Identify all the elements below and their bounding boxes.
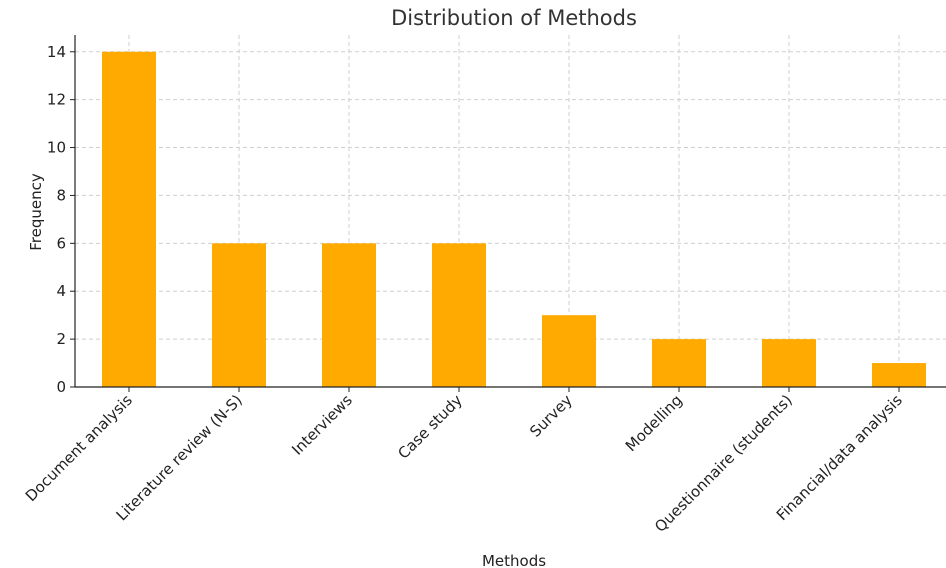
y-tick-label: 12 xyxy=(47,91,66,109)
bar-8 xyxy=(872,363,926,387)
x-axis-label: Methods xyxy=(482,552,546,568)
bar-2 xyxy=(212,243,266,387)
y-tick-label: 10 xyxy=(47,139,66,157)
x-tick-label: Financial/data analysis xyxy=(773,391,906,524)
chart-title: Distribution of Methods xyxy=(391,6,637,30)
y-tick-label: 4 xyxy=(56,282,66,300)
x-tick-label: Literature review (N-S) xyxy=(113,391,246,524)
y-tick-label: 2 xyxy=(56,330,66,348)
x-tick-label: Survey xyxy=(526,391,576,441)
x-tick-label: Document analysis xyxy=(22,391,136,505)
bars-layer xyxy=(102,51,926,388)
y-tick-label: 14 xyxy=(47,43,66,61)
x-tick-label: Modelling xyxy=(622,391,686,455)
bar-4 xyxy=(432,243,486,387)
y-tick-label: 8 xyxy=(56,186,66,204)
bar-3 xyxy=(322,243,376,387)
bar-7 xyxy=(762,339,816,387)
y-tick-label: 0 xyxy=(56,378,66,396)
x-tick-label: Interviews xyxy=(288,391,356,459)
x-tick-label: Case study xyxy=(394,391,466,463)
bar-5 xyxy=(542,315,596,387)
bar-6 xyxy=(652,339,706,387)
y-axis-label: Frequency xyxy=(27,173,45,251)
axes-layer xyxy=(74,35,946,388)
bar-1 xyxy=(102,51,156,388)
grid-layer xyxy=(75,35,946,387)
y-tick-label: 6 xyxy=(56,234,66,252)
